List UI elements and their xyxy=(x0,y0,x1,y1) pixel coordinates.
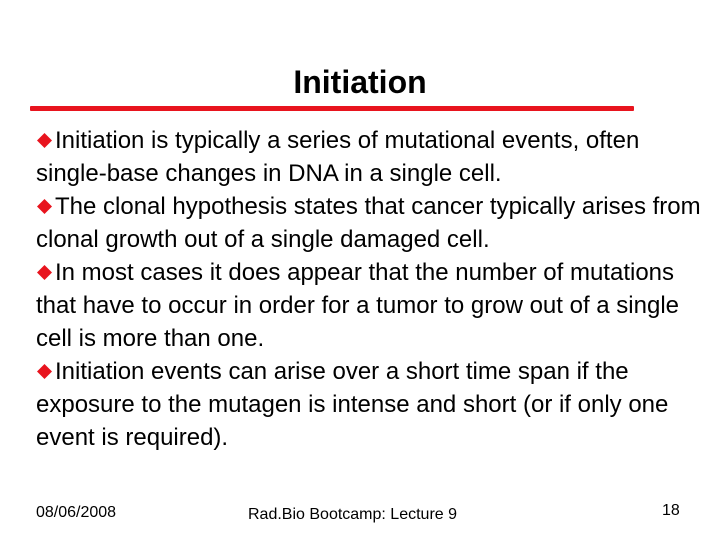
bullet-text: Initiation events can arise over a short… xyxy=(36,358,669,451)
bullet-text: The clonal hypothesis states that cancer… xyxy=(36,193,701,253)
slide-title: Initiation xyxy=(293,64,427,100)
diamond-bullet-icon xyxy=(36,363,53,380)
bullet-item: Initiation events can arise over a short… xyxy=(36,355,706,454)
page-number: 18 xyxy=(662,502,680,519)
diamond-bullet-icon xyxy=(36,198,53,215)
diamond-bullet-icon xyxy=(36,132,53,149)
bullet-item: Initiation is typically a series of muta… xyxy=(36,124,706,190)
footer-date: 08/06/2008 xyxy=(36,504,117,521)
bullet-item: The clonal hypothesis states that cancer… xyxy=(36,190,706,256)
title-underline xyxy=(30,106,634,111)
bullet-list: Initiation is typically a series of muta… xyxy=(36,124,706,454)
bullet-item: In most cases it does appear that the nu… xyxy=(36,256,706,355)
bullet-text: Initiation is typically a series of muta… xyxy=(36,127,640,187)
diamond-bullet-icon xyxy=(36,264,53,281)
footer-title: Rad.Bio Bootcamp: Lecture 9 xyxy=(248,506,458,523)
bullet-text: In most cases it does appear that the nu… xyxy=(36,259,680,352)
